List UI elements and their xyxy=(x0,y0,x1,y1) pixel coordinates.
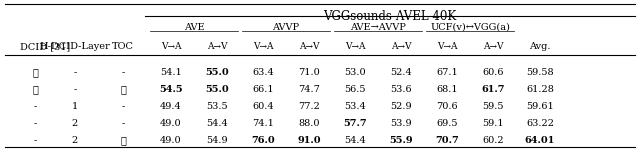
Text: 49.4: 49.4 xyxy=(160,102,182,111)
Text: ✓: ✓ xyxy=(120,85,126,94)
Text: ✓: ✓ xyxy=(120,136,126,145)
Text: 59.58: 59.58 xyxy=(526,68,554,77)
Text: 88.0: 88.0 xyxy=(298,119,320,128)
Text: 91.0: 91.0 xyxy=(297,136,321,145)
Text: 69.5: 69.5 xyxy=(436,119,458,128)
Text: 2: 2 xyxy=(72,119,78,128)
Text: -: - xyxy=(122,68,125,77)
Text: -: - xyxy=(74,68,77,77)
Text: 54.4: 54.4 xyxy=(344,136,366,145)
Text: 53.9: 53.9 xyxy=(390,119,412,128)
Text: V→A: V→A xyxy=(253,42,273,51)
Text: 67.1: 67.1 xyxy=(436,68,458,77)
Text: 77.2: 77.2 xyxy=(298,102,320,111)
Text: AVVP: AVVP xyxy=(273,23,300,32)
Text: 54.4: 54.4 xyxy=(206,119,228,128)
Text: 71.0: 71.0 xyxy=(298,68,320,77)
Text: 59.61: 59.61 xyxy=(526,102,554,111)
Text: ✓: ✓ xyxy=(32,68,38,77)
Text: AVE→AVVP: AVE→AVVP xyxy=(350,23,406,32)
Text: 60.6: 60.6 xyxy=(483,68,504,77)
Text: 60.4: 60.4 xyxy=(252,102,274,111)
Text: 52.4: 52.4 xyxy=(390,68,412,77)
Text: 68.1: 68.1 xyxy=(436,85,458,94)
Text: 2: 2 xyxy=(72,136,78,145)
Text: 76.0: 76.0 xyxy=(251,136,275,145)
Text: 52.9: 52.9 xyxy=(390,102,412,111)
Text: 66.1: 66.1 xyxy=(252,85,274,94)
Text: -: - xyxy=(33,136,36,145)
Text: 1: 1 xyxy=(72,102,78,111)
Text: 54.1: 54.1 xyxy=(160,68,182,77)
Text: 53.5: 53.5 xyxy=(206,102,228,111)
Text: 61.28: 61.28 xyxy=(526,85,554,94)
Text: 74.7: 74.7 xyxy=(298,85,320,94)
Text: A→V: A→V xyxy=(391,42,412,51)
Text: V→A: V→A xyxy=(161,42,181,51)
Text: A→V: A→V xyxy=(483,42,503,51)
Text: 63.22: 63.22 xyxy=(526,119,554,128)
Text: -: - xyxy=(33,119,36,128)
Text: 74.1: 74.1 xyxy=(252,119,274,128)
Text: 60.2: 60.2 xyxy=(482,136,504,145)
Text: AVE: AVE xyxy=(184,23,204,32)
Text: 53.6: 53.6 xyxy=(390,85,412,94)
Text: TOC: TOC xyxy=(112,42,134,51)
Text: V→A: V→A xyxy=(345,42,365,51)
Text: ✓: ✓ xyxy=(32,85,38,94)
Text: 63.4: 63.4 xyxy=(252,68,274,77)
Text: 54.9: 54.9 xyxy=(206,136,228,145)
Text: 49.0: 49.0 xyxy=(160,136,182,145)
Text: 70.7: 70.7 xyxy=(435,136,459,145)
Text: 70.6: 70.6 xyxy=(436,102,458,111)
Text: 59.5: 59.5 xyxy=(483,102,504,111)
Text: -: - xyxy=(122,119,125,128)
Text: 55.0: 55.0 xyxy=(205,68,229,77)
Text: 61.7: 61.7 xyxy=(481,85,505,94)
Text: H-DCID-Layer: H-DCID-Layer xyxy=(40,42,110,51)
Text: 49.0: 49.0 xyxy=(160,119,182,128)
Text: 55.9: 55.9 xyxy=(389,136,413,145)
Text: 64.01: 64.01 xyxy=(525,136,555,145)
Text: -: - xyxy=(33,102,36,111)
Text: VGGsounds-AVEL 40K: VGGsounds-AVEL 40K xyxy=(323,10,456,23)
Text: V→A: V→A xyxy=(436,42,457,51)
Text: UCF(v)↔VGG(a): UCF(v)↔VGG(a) xyxy=(430,23,510,32)
Text: 59.1: 59.1 xyxy=(482,119,504,128)
Text: 55.0: 55.0 xyxy=(205,85,229,94)
Text: -: - xyxy=(122,102,125,111)
Text: DCID [31]: DCID [31] xyxy=(20,42,70,51)
Text: 53.0: 53.0 xyxy=(344,68,366,77)
Text: 57.7: 57.7 xyxy=(343,119,367,128)
Text: Avg.: Avg. xyxy=(529,42,551,51)
Text: A→V: A→V xyxy=(207,42,227,51)
Text: 56.5: 56.5 xyxy=(344,85,365,94)
Text: A→V: A→V xyxy=(299,42,319,51)
Text: 54.5: 54.5 xyxy=(159,85,183,94)
Text: -: - xyxy=(74,85,77,94)
Text: 53.4: 53.4 xyxy=(344,102,366,111)
